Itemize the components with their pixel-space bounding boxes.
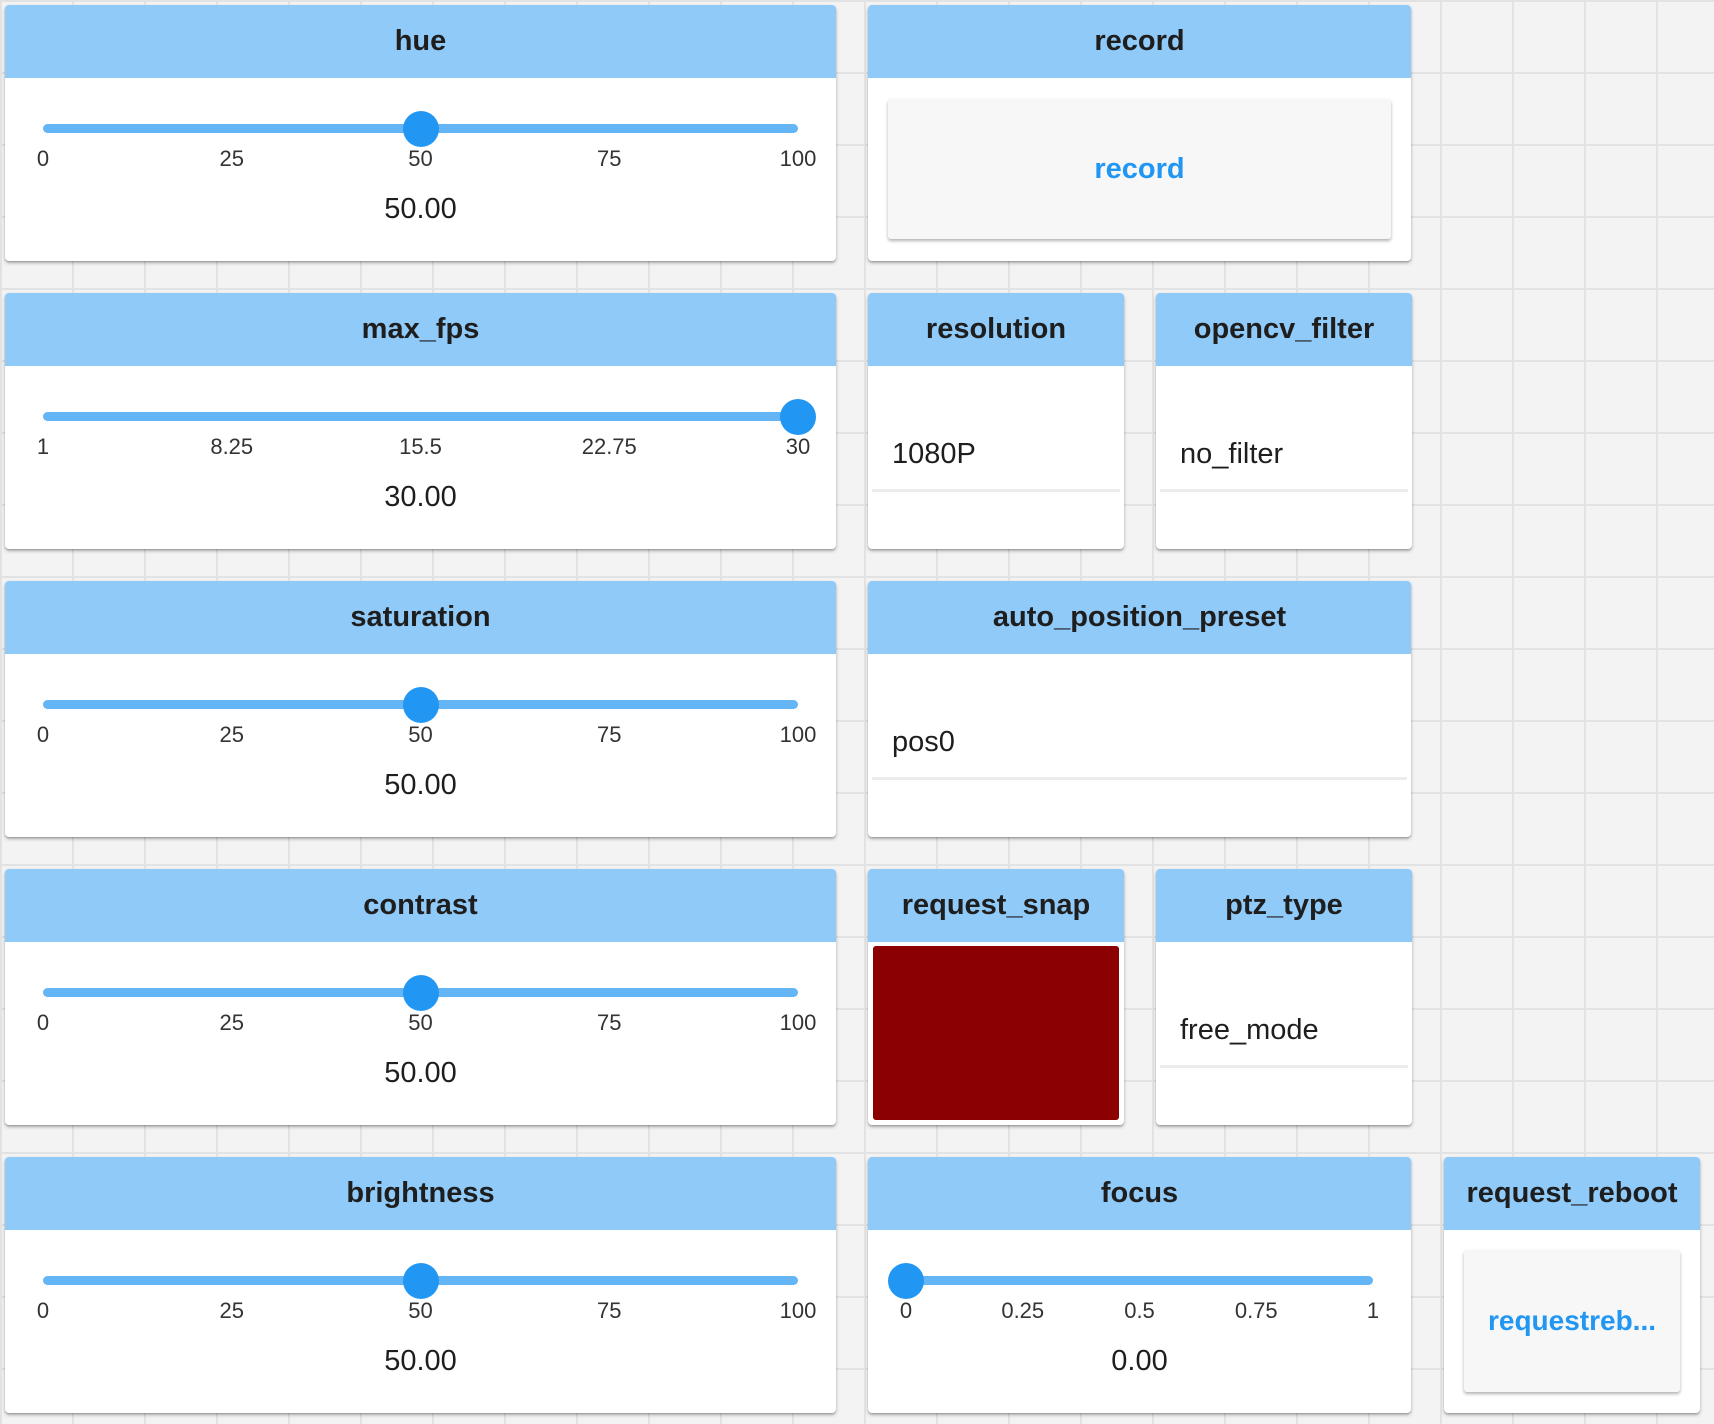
focus-slider[interactable]: 0 0.25 0.5 0.75 1 0.00 — [868, 1230, 1411, 1413]
max-fps-title: max_fps — [5, 293, 836, 366]
saturation-widget: saturation 0 25 50 75 100 50.00 — [5, 581, 836, 837]
brightness-slider-thumb[interactable] — [402, 1263, 439, 1299]
resolution-selected-value: 1080P — [892, 438, 976, 470]
focus-tick-label: 1 — [1366, 1298, 1380, 1323]
auto-position-preset-select-underline — [872, 777, 1407, 780]
hue-tick-label: 75 — [597, 146, 622, 171]
resolution-title: resolution — [868, 293, 1124, 366]
saturation-tick-label: 0 — [36, 722, 50, 747]
hue-title: hue — [5, 5, 836, 78]
max-fps-slider[interactable]: 1 8.25 15.5 22.75 30 30.00 — [5, 366, 836, 549]
hue-tick-label: 50 — [408, 146, 433, 171]
max-fps-tick-label: 22.75 — [581, 434, 637, 459]
ptz-type-selected-value: free_mode — [1180, 1014, 1319, 1046]
saturation-tick-label: 100 — [779, 722, 817, 747]
request-snap-title: request_snap — [868, 869, 1124, 942]
resolution-select-underline — [872, 489, 1120, 492]
contrast-tick-label: 75 — [597, 1010, 622, 1035]
contrast-slider-thumb[interactable] — [402, 975, 439, 1011]
contrast-tick-label: 25 — [219, 1010, 244, 1035]
focus-tick-label: 0.75 — [1234, 1298, 1278, 1323]
brightness-tick-label: 0 — [36, 1298, 50, 1323]
saturation-slider-thumb[interactable] — [402, 687, 439, 723]
max-fps-tick-label: 1 — [36, 434, 50, 459]
brightness-slider[interactable]: 0 25 50 75 100 50.00 — [5, 1230, 836, 1413]
brightness-title: brightness — [5, 1157, 836, 1230]
hue-tick-label: 25 — [219, 146, 244, 171]
ptz-type-widget: ptz_type free_mode — [1156, 869, 1412, 1125]
contrast-tick-label: 100 — [779, 1010, 817, 1035]
contrast-title: contrast — [5, 869, 836, 942]
contrast-widget: contrast 0 25 50 75 100 50.00 — [5, 869, 836, 1125]
saturation-tick-label: 75 — [597, 722, 622, 747]
brightness-tick-label: 75 — [597, 1298, 622, 1323]
opencv-filter-widget: opencv_filter no_filter — [1156, 293, 1412, 549]
opencv-filter-select-underline — [1160, 489, 1408, 492]
auto-position-preset-widget: auto_position_preset pos0 — [868, 581, 1411, 837]
max-fps-tick-label: 8.25 — [210, 434, 254, 459]
contrast-tick-label: 0 — [36, 1010, 50, 1035]
opencv-filter-select[interactable]: no_filter — [1160, 366, 1408, 549]
max-fps-widget: max_fps 1 8.25 15.5 22.75 30 30.00 — [5, 293, 836, 549]
contrast-tick-label: 50 — [408, 1010, 433, 1035]
brightness-tick-label: 100 — [779, 1298, 817, 1323]
auto-position-preset-selected-value: pos0 — [892, 726, 955, 758]
focus-tick-label: 0.5 — [1124, 1298, 1155, 1323]
hue-slider-thumb[interactable] — [402, 111, 439, 147]
request-snap-widget: request_snap — [868, 869, 1124, 1125]
brightness-tick-label: 50 — [408, 1298, 433, 1323]
focus-tick-label: 0.25 — [1001, 1298, 1045, 1323]
opencv-filter-selected-value: no_filter — [1180, 438, 1284, 470]
max-fps-value: 30.00 — [384, 481, 457, 513]
focus-slider-thumb[interactable] — [888, 1263, 924, 1299]
focus-slider-track[interactable] — [906, 1276, 1373, 1285]
resolution-select[interactable]: 1080P — [872, 366, 1120, 549]
saturation-tick-label: 50 — [408, 722, 433, 747]
focus-widget: focus 0 0.25 0.5 0.75 1 0.00 — [868, 1157, 1411, 1413]
saturation-title: saturation — [5, 581, 836, 654]
brightness-value: 50.00 — [384, 1345, 457, 1377]
request-reboot-widget: request_reboot requestreb... — [1444, 1157, 1700, 1413]
auto-position-preset-select[interactable]: pos0 — [872, 654, 1407, 837]
focus-title: focus — [868, 1157, 1411, 1230]
resolution-widget: resolution 1080P — [868, 293, 1124, 549]
brightness-tick-label: 25 — [219, 1298, 244, 1323]
focus-tick-label: 0 — [899, 1298, 913, 1323]
request-snap-image[interactable] — [873, 946, 1119, 1120]
hue-slider[interactable]: 0 25 50 75 100 50.00 — [5, 78, 836, 261]
brightness-widget: brightness 0 25 50 75 100 50.00 — [5, 1157, 836, 1413]
max-fps-slider-thumb[interactable] — [780, 399, 816, 435]
focus-value: 0.00 — [1111, 1345, 1168, 1377]
contrast-slider[interactable]: 0 25 50 75 100 50.00 — [5, 942, 836, 1125]
record-title: record — [868, 5, 1411, 78]
hue-widget: hue 0 25 50 75 100 50.00 — [5, 5, 836, 261]
ptz-type-title: ptz_type — [1156, 869, 1412, 942]
record-button[interactable]: record — [888, 99, 1391, 239]
max-fps-slider-track[interactable] — [43, 412, 798, 421]
request-reboot-button[interactable]: requestreb... — [1464, 1250, 1680, 1392]
saturation-slider[interactable]: 0 25 50 75 100 50.00 — [5, 654, 836, 837]
hue-tick-label: 100 — [779, 146, 817, 171]
max-fps-tick-label: 30 — [785, 434, 811, 459]
ptz-type-select[interactable]: free_mode — [1160, 942, 1408, 1125]
request-reboot-title: request_reboot — [1444, 1157, 1700, 1230]
hue-value: 50.00 — [384, 193, 457, 225]
record-widget: record record — [868, 5, 1411, 261]
contrast-value: 50.00 — [384, 1057, 457, 1089]
saturation-value: 50.00 — [384, 769, 457, 801]
auto-position-preset-title: auto_position_preset — [868, 581, 1411, 654]
hue-tick-label: 0 — [36, 146, 50, 171]
ptz-type-select-underline — [1160, 1065, 1408, 1068]
max-fps-tick-label: 15.5 — [399, 434, 442, 459]
opencv-filter-title: opencv_filter — [1156, 293, 1412, 366]
saturation-tick-label: 25 — [219, 722, 244, 747]
